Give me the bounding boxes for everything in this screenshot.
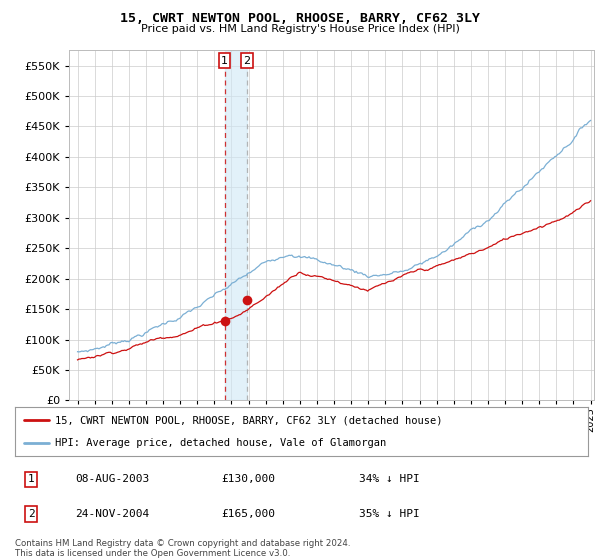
Text: 15, CWRT NEWTON POOL, RHOOSE, BARRY, CF62 3LY: 15, CWRT NEWTON POOL, RHOOSE, BARRY, CF6… xyxy=(120,12,480,25)
Bar xyxy=(224,50,247,400)
Text: 24-NOV-2004: 24-NOV-2004 xyxy=(75,509,149,519)
Text: 15, CWRT NEWTON POOL, RHOOSE, BARRY, CF62 3LY (detached house): 15, CWRT NEWTON POOL, RHOOSE, BARRY, CF6… xyxy=(55,416,443,426)
Text: HPI: Average price, detached house, Vale of Glamorgan: HPI: Average price, detached house, Vale… xyxy=(55,438,386,448)
Text: 34% ↓ HPI: 34% ↓ HPI xyxy=(359,474,419,484)
Text: Price paid vs. HM Land Registry's House Price Index (HPI): Price paid vs. HM Land Registry's House … xyxy=(140,24,460,34)
Text: Contains HM Land Registry data © Crown copyright and database right 2024.
This d: Contains HM Land Registry data © Crown c… xyxy=(15,539,350,558)
Text: £165,000: £165,000 xyxy=(221,509,275,519)
Text: 1: 1 xyxy=(28,474,34,484)
Text: 1: 1 xyxy=(221,55,228,66)
Text: 08-AUG-2003: 08-AUG-2003 xyxy=(75,474,149,484)
Text: 2: 2 xyxy=(28,509,34,519)
Text: 35% ↓ HPI: 35% ↓ HPI xyxy=(359,509,419,519)
Text: £130,000: £130,000 xyxy=(221,474,275,484)
Text: 2: 2 xyxy=(243,55,250,66)
